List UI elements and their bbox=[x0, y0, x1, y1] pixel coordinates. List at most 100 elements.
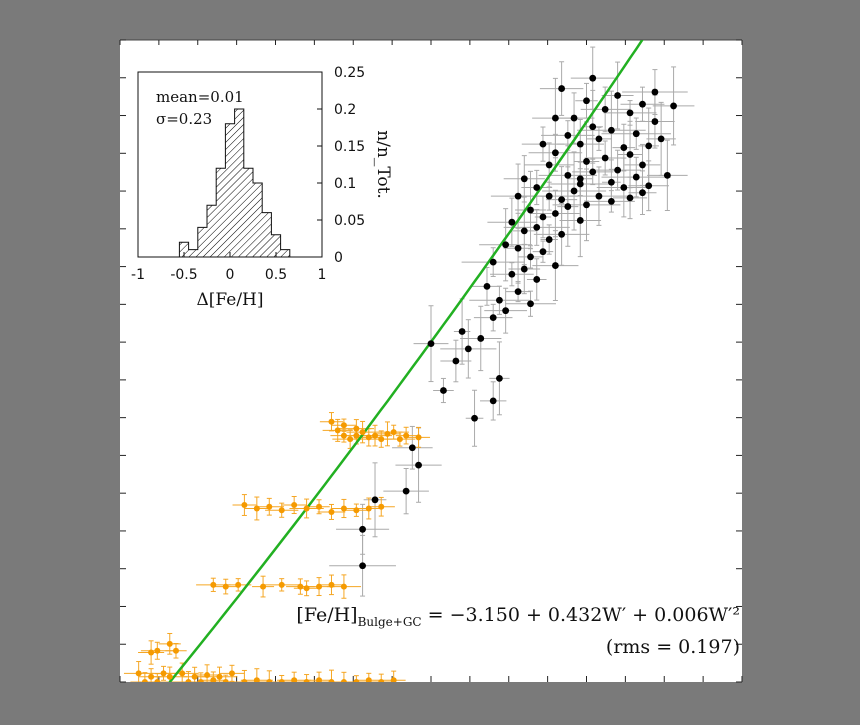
bulge-data-point bbox=[651, 118, 659, 125]
bulge-data-point bbox=[508, 218, 516, 226]
gc-data-point bbox=[316, 677, 323, 682]
inset-histogram: -1 -0.5 0 0.5 100.050.10.150.20.25Δ[Fe/H]n/n… bbox=[131, 65, 393, 310]
bulge-data-point bbox=[570, 187, 578, 195]
equation-lhs-subscript: Bulge+GC bbox=[357, 614, 422, 629]
bulge-data-point bbox=[440, 387, 447, 394]
bulge-data-point bbox=[576, 180, 584, 188]
bulge-data-point bbox=[371, 496, 379, 504]
gc-data-point bbox=[154, 647, 161, 654]
gc-data-point bbox=[204, 672, 211, 679]
gc-data-point bbox=[303, 505, 310, 512]
bulge-data-point bbox=[477, 335, 485, 342]
inset-y-tick-label: 0.1 bbox=[334, 176, 356, 192]
bulge-data-point bbox=[539, 213, 547, 221]
bulge-data-point bbox=[514, 244, 522, 252]
bulge-data-point bbox=[639, 161, 646, 169]
gc-data-point bbox=[266, 679, 273, 682]
gc-data-point bbox=[353, 507, 360, 514]
gc-data-point bbox=[353, 425, 360, 432]
gc-data-point bbox=[222, 583, 229, 590]
gc-data-point bbox=[378, 503, 385, 510]
bulge-data-point bbox=[645, 142, 653, 150]
bulge-data-point bbox=[601, 154, 609, 162]
bulge-data-point bbox=[527, 300, 534, 308]
bulge-data-point bbox=[620, 144, 628, 151]
bulge-data-point bbox=[670, 102, 677, 110]
gc-data-point bbox=[340, 679, 347, 682]
bulge-data-point bbox=[607, 126, 615, 134]
gc-data-point bbox=[166, 673, 173, 680]
gc-data-point bbox=[210, 677, 217, 682]
gc-data-point bbox=[291, 502, 298, 509]
bulge-data-point bbox=[663, 171, 671, 179]
bulge-data-point bbox=[539, 248, 547, 256]
bulge-data-point bbox=[427, 340, 435, 348]
gc-data-point bbox=[390, 429, 397, 436]
bulge-data-point bbox=[520, 265, 528, 273]
gc-data-point bbox=[353, 679, 360, 682]
inset-y-tick-label: 0.25 bbox=[334, 65, 365, 81]
inset-x-tick-label: 1 bbox=[318, 267, 327, 283]
gc-data-point bbox=[278, 507, 285, 514]
bulge-data-point bbox=[576, 217, 584, 224]
bulge-data-point bbox=[626, 151, 634, 158]
bulge-data-point bbox=[502, 307, 510, 315]
bulge-data-point bbox=[458, 328, 466, 335]
inset-y-tick-label: 0 bbox=[334, 250, 343, 266]
bulge-data-point bbox=[545, 161, 553, 169]
inset-x-tick-label: 0 bbox=[226, 267, 235, 283]
gc-data-point bbox=[222, 679, 229, 682]
bulge-data-point bbox=[595, 135, 603, 143]
bulge-data-point bbox=[564, 132, 572, 139]
gc-data-point bbox=[316, 503, 323, 510]
inset-x-tick-label: -1 bbox=[131, 267, 145, 283]
bulge-data-point bbox=[489, 314, 497, 322]
gc-data-point bbox=[154, 679, 161, 682]
bulge-data-point bbox=[589, 168, 597, 176]
bulge-data-point bbox=[402, 487, 410, 495]
gc-data-point bbox=[340, 432, 347, 439]
bulge-data-point bbox=[564, 171, 572, 179]
bulge-data-point bbox=[558, 230, 566, 238]
bulge-data-point bbox=[489, 397, 497, 405]
gc-data-point bbox=[303, 679, 310, 682]
bulge-data-point bbox=[589, 74, 597, 82]
bulge-data-point bbox=[601, 106, 609, 113]
bulge-data-point bbox=[620, 184, 628, 191]
bulge-data-point bbox=[552, 149, 559, 157]
bulge-data-point bbox=[533, 276, 541, 283]
bulge-data-point bbox=[564, 203, 572, 210]
gc-data-point bbox=[148, 673, 155, 680]
bulge-data-point bbox=[576, 175, 584, 183]
bulge-data-point bbox=[539, 140, 547, 148]
inset-y-tick-label: 0.05 bbox=[334, 213, 365, 229]
bulge-data-point bbox=[552, 114, 559, 122]
gc-data-point bbox=[334, 427, 341, 434]
gc-data-point bbox=[328, 581, 335, 588]
histogram-bars bbox=[178, 108, 291, 258]
gc-data-point bbox=[415, 434, 422, 441]
gc-data-point bbox=[235, 581, 242, 588]
bulge-data-point bbox=[632, 130, 640, 138]
data-points bbox=[135, 74, 677, 682]
gc-data-point bbox=[179, 670, 186, 677]
bulge-data-point bbox=[552, 262, 559, 269]
gc-data-point bbox=[328, 508, 335, 515]
bulge-data-point bbox=[632, 173, 640, 181]
gc-data-point bbox=[160, 670, 167, 677]
bulge-data-point bbox=[508, 270, 516, 278]
bulge-data-point bbox=[408, 444, 416, 452]
axis-ticks bbox=[119, 39, 743, 683]
gc-data-point bbox=[340, 422, 347, 429]
bulge-data-point bbox=[489, 258, 497, 266]
gc-data-point bbox=[166, 640, 173, 647]
bulge-data-point bbox=[527, 206, 534, 214]
inset-y-label: n/n_Tot. bbox=[373, 130, 393, 199]
bulge-data-point bbox=[496, 296, 503, 304]
equation-rhs: = −3.150 + 0.432W′ + 0.006W′² bbox=[421, 604, 740, 626]
gc-data-point bbox=[241, 679, 248, 682]
fit-equation: [Fe/H]Bulge+GC = −3.150 + 0.432W′ + 0.00… bbox=[296, 604, 740, 629]
bulge-data-point bbox=[639, 100, 646, 108]
gc-data-point bbox=[340, 583, 347, 590]
gc-data-point bbox=[396, 436, 403, 443]
